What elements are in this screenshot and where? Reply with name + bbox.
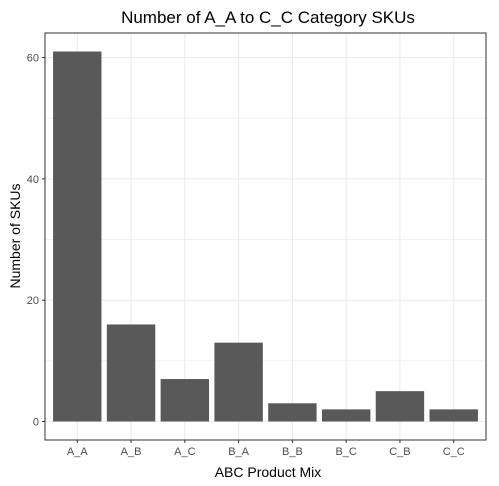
x-tick-label: A_C [174,446,195,458]
y-axis-title: Number of SKUs [7,183,23,288]
x-tick-label: C_C [443,446,465,458]
y-tick-label: 20 [27,295,39,307]
bars [53,51,478,422]
bar-b-c [321,409,371,422]
bar-a-a [53,51,102,422]
panel-border [44,32,487,441]
x-tick-label: B_A [228,446,249,458]
plot-panel [44,32,487,441]
x-tick-label: A_A [67,446,88,458]
bar-a-c [160,379,210,422]
y-axis: 0 20 40 60 [27,53,45,429]
bar-c-b [375,391,425,422]
x-tick-label: B_C [335,446,356,458]
bar-c-c [429,409,478,422]
y-tick-label: 40 [27,174,39,186]
x-axis: A_A A_B A_C B_A B_B B_C C_B C_C [67,440,465,458]
bar-b-a [214,342,263,422]
x-tick-label: C_B [389,446,410,458]
major-gridlines [45,33,486,440]
chart-title: Number of A_A to C_C Category SKUs [121,8,415,27]
bar-b-b [268,403,317,422]
y-tick-label: 60 [27,53,39,65]
x-tick-label: A_B [121,446,142,458]
x-tick-label: B_B [282,446,303,458]
y-tick-label: 0 [33,417,39,429]
bar-a-b [106,324,156,422]
x-axis-title: ABC Product Mix [215,464,322,480]
